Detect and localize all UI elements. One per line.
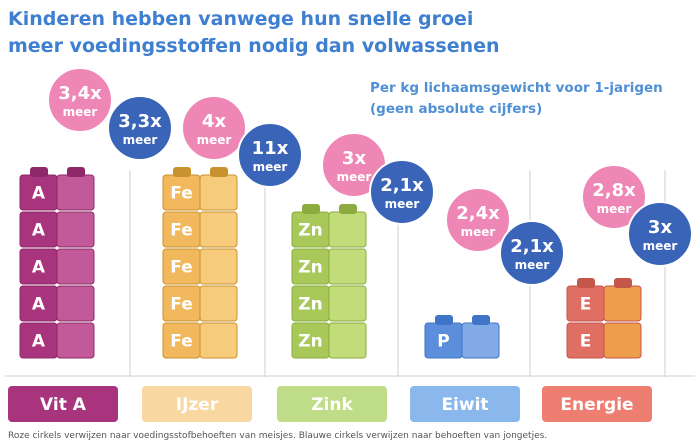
circle-jongetjes-unit: meer xyxy=(385,197,420,211)
block-side xyxy=(328,322,367,359)
chart-subtitle-line-1: Per kg lichaamsgewicht voor 1-jarigen xyxy=(370,80,663,96)
block-side xyxy=(56,248,95,285)
block-letter: Zn xyxy=(298,258,322,278)
circle-jongetjes-value: 2,1x xyxy=(380,175,424,196)
circle-meisjes xyxy=(47,67,113,133)
chart-footnote: Roze cirkels verwijzen naar voedingsstof… xyxy=(8,431,547,441)
category-label-bg xyxy=(410,386,520,422)
block-letter: A xyxy=(32,295,46,315)
circle-meisjes-unit: meer xyxy=(597,202,632,216)
block-stud xyxy=(210,167,228,177)
block-side xyxy=(199,211,238,248)
circle-jongetjes-value: 3,3x xyxy=(118,111,162,132)
circle-meisjes-value: 4x xyxy=(202,111,227,132)
chart-subtitle-line-2: (geen absolute cijfers) xyxy=(370,101,542,117)
circle-meisjes-unit: meer xyxy=(63,105,98,119)
circle-jongetjes-value: 3x xyxy=(648,217,673,238)
circle-meisjes-unit: meer xyxy=(337,170,372,184)
circle-jongetjes-value: 11x xyxy=(252,138,289,159)
block-letter: Fe xyxy=(170,295,192,315)
category-label-bg xyxy=(8,386,118,422)
block-stud xyxy=(614,278,632,288)
block-side xyxy=(603,285,642,322)
block-side xyxy=(328,211,367,248)
circle-meisjes xyxy=(181,95,247,161)
block-side xyxy=(56,322,95,359)
block-letter: Fe xyxy=(170,221,192,241)
circle-jongetjes-value: 2,1x xyxy=(510,236,554,257)
block-letter: Fe xyxy=(170,332,192,352)
category-label: Zink xyxy=(311,395,353,415)
category-label-bg xyxy=(142,386,252,422)
circle-meisjes xyxy=(445,187,511,253)
block-stud xyxy=(339,204,357,214)
block-stud xyxy=(30,167,48,177)
circle-meisjes-value: 3,4x xyxy=(58,83,102,104)
block-letter: A xyxy=(32,184,46,204)
block-side xyxy=(603,322,642,359)
block-letter: A xyxy=(32,221,46,241)
block-stud xyxy=(472,315,490,325)
category-label-bg xyxy=(277,386,387,422)
block-side xyxy=(461,322,500,359)
block-letter: A xyxy=(32,332,46,352)
block-letter: Zn xyxy=(298,221,322,241)
block-side xyxy=(56,285,95,322)
circle-meisjes-value: 2,8x xyxy=(592,180,636,201)
block-stud xyxy=(173,167,191,177)
block-stud xyxy=(302,204,320,214)
circle-jongetjes-unit: meer xyxy=(643,239,678,253)
circle-meisjes xyxy=(581,164,647,230)
block-stud xyxy=(577,278,595,288)
category-label: Energie xyxy=(560,395,633,415)
block-letter: Zn xyxy=(298,332,322,352)
circle-jongetjes-unit: meer xyxy=(123,133,158,147)
block-stud xyxy=(67,167,85,177)
block-letter: E xyxy=(580,332,592,352)
category-label: Eiwit xyxy=(441,395,488,415)
block-side xyxy=(199,285,238,322)
block-letter: A xyxy=(32,258,46,278)
circle-meisjes-value: 3x xyxy=(342,148,367,169)
block-side xyxy=(199,248,238,285)
circle-jongetjes xyxy=(107,95,173,161)
circle-jongetjes-unit: meer xyxy=(515,258,550,272)
chart-title-line-2: meer voedingsstoffen nodig dan volwassen… xyxy=(8,35,500,57)
block-side xyxy=(328,248,367,285)
circle-jongetjes-unit: meer xyxy=(253,160,288,174)
chart-title-line-1: Kinderen hebben vanwege hun snelle groei xyxy=(8,8,473,30)
circle-jongetjes xyxy=(627,201,693,267)
block-side xyxy=(56,174,95,211)
block-letter: P xyxy=(437,332,449,352)
circle-jongetjes xyxy=(237,122,303,188)
block-stud xyxy=(435,315,453,325)
circle-meisjes-unit: meer xyxy=(461,225,496,239)
circle-jongetjes xyxy=(499,220,565,286)
circle-jongetjes xyxy=(369,159,435,225)
circle-meisjes-unit: meer xyxy=(197,133,232,147)
block-letter: E xyxy=(580,295,592,315)
category-label-bg xyxy=(542,386,652,422)
category-label: IJzer xyxy=(176,395,219,415)
block-side xyxy=(199,322,238,359)
circle-meisjes-value: 2,4x xyxy=(456,203,500,224)
block-letter: Fe xyxy=(170,184,192,204)
block-side xyxy=(56,211,95,248)
block-letter: Zn xyxy=(298,295,322,315)
category-label: Vit A xyxy=(40,395,87,415)
block-letter: Fe xyxy=(170,258,192,278)
block-side xyxy=(199,174,238,211)
block-side xyxy=(328,285,367,322)
